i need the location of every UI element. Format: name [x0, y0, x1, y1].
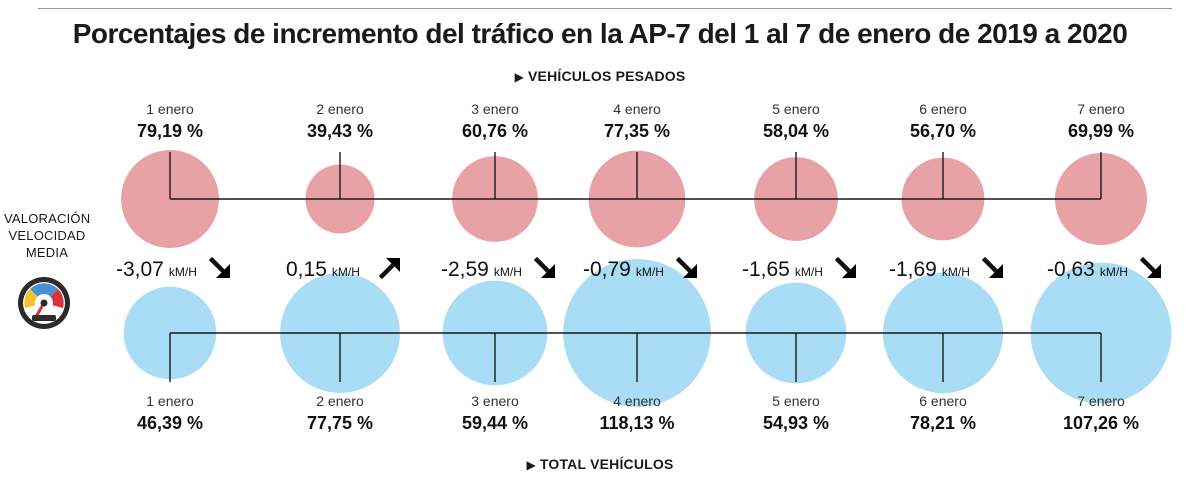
speed-change-value: -0,63: [1047, 258, 1095, 281]
speed-label-line: VELOCIDAD: [8, 228, 86, 243]
arrow-head: [386, 258, 400, 272]
speed-unit: kM/H: [636, 265, 664, 279]
total-day-label: 7 enero: [1077, 393, 1125, 409]
heavy-vehicles-header: ▶ VEHÍCULOS PESADOS: [0, 68, 1200, 84]
arrow-shaft: [834, 256, 855, 277]
total-day-label: 3 enero: [471, 393, 519, 409]
total-day-label: 4 enero: [613, 393, 661, 409]
heavy-value-label: 60,76 %: [462, 121, 528, 141]
speed-unit: kM/H: [942, 265, 970, 279]
speed-change-label: -0,79 kM/H: [583, 258, 664, 281]
speed-change-label: -0,63 kM/H: [1047, 258, 1128, 281]
chart-title: Porcentajes de incremento del tráfico en…: [72, 18, 1128, 49]
total-day-label: 5 enero: [772, 393, 820, 409]
heavy-value-label: 69,99 %: [1068, 121, 1134, 141]
arrow-head: [989, 264, 1003, 278]
total-day-label: 1 enero: [146, 393, 194, 409]
speed-change-value: -0,79: [583, 258, 631, 281]
total-day-label: 2 enero: [316, 393, 364, 409]
speed-change-label: 0,15 kM/H: [286, 258, 360, 281]
speed-change-label: -1,65 kM/H: [742, 258, 823, 281]
speed-unit: kM/H: [332, 265, 360, 279]
speed-label: VALORACIÓN VELOCIDAD MEDIA: [4, 210, 90, 261]
total-vehicles-label: TOTAL VEHÍCULOS: [539, 456, 674, 472]
total-value-label: 118,13 %: [599, 413, 674, 433]
arrow-shaft: [533, 256, 554, 277]
play-triangle-icon: ▶: [526, 458, 536, 472]
heavy-day-label: 7 enero: [1077, 101, 1125, 117]
speedometer-icon: [18, 277, 70, 329]
arrow-head: [683, 264, 697, 278]
heavy-day-label: 5 enero: [772, 101, 820, 117]
arrow-down-right-icon: [834, 256, 856, 278]
arrow-shaft: [378, 259, 399, 280]
total-value-label: 46,39 %: [137, 413, 203, 433]
heavy-day-label: 3 enero: [471, 101, 519, 117]
total-value-label: 54,93 %: [763, 413, 829, 433]
labels-layer: 1 enero 79,19 % 1 enero 46,39 % -3,07 kM/H 2 e…: [116, 101, 1161, 433]
speed-change-value: -2,59: [441, 258, 489, 281]
arrow-head: [1147, 264, 1161, 278]
arrow-up-right-icon: [378, 258, 400, 280]
heavy-value-label: 58,04 %: [763, 121, 829, 141]
arrow-down-right-icon: [675, 256, 697, 278]
heavy-day-label: 2 enero: [316, 101, 364, 117]
arrow-down-right-icon: [533, 256, 555, 278]
speed-change-label: -1,69 kM/H: [889, 258, 970, 281]
heavy-vehicles-label: VEHÍCULOS PESADOS: [528, 68, 686, 84]
play-triangle-icon: ▶: [514, 70, 524, 84]
connector-lines-layer: [169, 152, 1102, 382]
heavy-value-label: 39,43 %: [307, 121, 373, 141]
speed-change-value: 0,15: [286, 258, 327, 281]
total-vehicles-header: ▶ TOTAL VEHÍCULOS: [0, 456, 1200, 472]
heavy-day-label: 6 enero: [919, 101, 967, 117]
total-value-label: 59,44 %: [462, 413, 528, 433]
arrow-down-right-icon: [208, 256, 230, 278]
speed-change-label: -2,59 kM/H: [441, 258, 522, 281]
speed-unit: kM/H: [1100, 265, 1128, 279]
heavy-value-label: 77,35 %: [604, 121, 670, 141]
arrow-down-right-icon: [981, 256, 1003, 278]
speed-label-line: VALORACIÓN: [4, 211, 91, 226]
arrow-down-right-icon: [1139, 256, 1161, 278]
total-value-label: 78,21 %: [910, 413, 976, 433]
speed-change-label: -3,07 kM/H: [116, 258, 197, 281]
total-value-label: 77,75 %: [307, 413, 373, 433]
top-rule: [38, 8, 1172, 9]
arrow-head: [541, 264, 555, 278]
total-value-label: 107,26 %: [1063, 413, 1139, 433]
speed-unit: kM/H: [494, 265, 522, 279]
arrow-shaft: [1139, 256, 1160, 277]
speed-change-value: -1,65: [742, 258, 790, 281]
speed-change-value: -3,07: [116, 258, 164, 281]
heavy-value-label: 79,19 %: [137, 121, 203, 141]
speed-unit: kM/H: [169, 265, 197, 279]
speed-label-line: MEDIA: [25, 245, 69, 260]
arrow-head: [842, 264, 856, 278]
speed-unit: kM/H: [795, 265, 823, 279]
total-day-label: 6 enero: [919, 393, 967, 409]
arrow-shaft: [208, 256, 229, 277]
speed-change-value: -1,69: [889, 258, 937, 281]
heavy-value-label: 56,70 %: [910, 121, 976, 141]
arrow-shaft: [981, 256, 1002, 277]
heavy-day-label: 1 enero: [146, 101, 194, 117]
arrow-shaft: [675, 256, 696, 277]
heavy-day-label: 4 enero: [613, 101, 661, 117]
arrow-head: [216, 264, 230, 278]
